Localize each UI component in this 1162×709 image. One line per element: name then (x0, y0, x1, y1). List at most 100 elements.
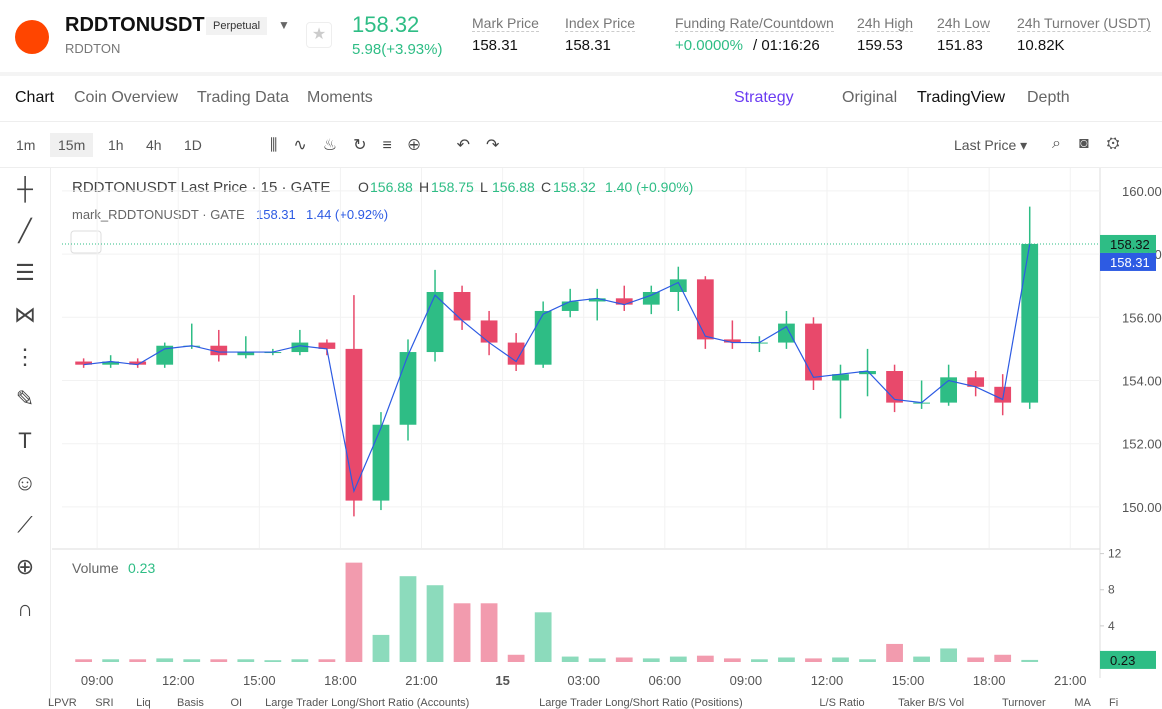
volume-bar (75, 659, 93, 662)
candle-body (886, 371, 903, 403)
x-tick-label: 12:00 (811, 673, 844, 688)
view-tab[interactable]: Depth (1027, 89, 1070, 106)
volume-bar (102, 659, 120, 662)
volume-bar (886, 643, 903, 662)
volume-bar (237, 659, 255, 662)
stat-value: 158.31 (472, 37, 518, 54)
candle-body (561, 301, 579, 311)
volume-box (1100, 650, 1156, 669)
y-tick-label: 152.00 (1122, 437, 1162, 452)
volume-bar (832, 657, 849, 662)
timeframe[interactable]: 15m (50, 133, 94, 157)
bottom-tab[interactable]: Taker B/S Vol (898, 697, 965, 709)
mark-price-box (1100, 252, 1156, 271)
candle-body (642, 291, 660, 305)
candle-body (480, 320, 498, 343)
symbol[interactable]: RDDTONUSDT (65, 14, 205, 36)
contract-badge: Perpetual (206, 17, 268, 35)
legend-key: C (541, 179, 551, 195)
volume-bar (967, 657, 985, 662)
volume-label: Volume (72, 560, 119, 576)
x-tick-label: 09:00 (81, 673, 114, 688)
candle-body (453, 291, 471, 321)
bottom-tab[interactable]: SRI (95, 697, 114, 709)
candle-body (399, 352, 417, 425)
chart-title: RDDTONUSDT Last Price · 15 · GATE (72, 179, 330, 196)
chart-tools[interactable]: ⫼∿♨↻≡⊕ ↶↷ (270, 137, 516, 154)
last-price: 158.32 (352, 12, 420, 37)
candle-body (75, 361, 93, 365)
tab[interactable]: Trading Data (197, 89, 289, 106)
bottom-tab[interactable]: Fi (1109, 697, 1119, 709)
stat-label: Index Price (565, 15, 636, 32)
candle-body (832, 374, 849, 381)
stat-label: Funding Rate/Countdown (675, 15, 834, 32)
y-tick-label: 160.00 (1122, 184, 1162, 199)
candle-body (778, 323, 795, 343)
legend-value: 156.88 (370, 179, 413, 195)
stat-extra: / 01:16:26 (753, 37, 820, 54)
volume-bar (778, 657, 795, 662)
x-tick-label: 12:00 (162, 673, 195, 688)
bottom-tab[interactable]: L/S Ratio (819, 697, 865, 709)
divider (0, 121, 1162, 122)
view-tab[interactable]: Original (842, 89, 898, 106)
tool-icons[interactable]: ⌕◙⚙ (1052, 135, 1138, 152)
stat-label: Mark Price (472, 15, 539, 32)
drawing-toolbar[interactable]: ┼ ╱ ☰ ⋈ ⋮ ✎ T ☺ ⟋ ⊕ ∩ (0, 168, 51, 705)
stat-value: 158.31 (565, 37, 611, 54)
candle-body (102, 361, 120, 365)
bottom-tab[interactable]: MA (1074, 697, 1091, 709)
mark-line-name: mark_RDDTONUSDT · GATE (72, 207, 245, 222)
x-tick-label: 15:00 (892, 673, 925, 688)
bottom-tab[interactable]: LPVR (48, 697, 77, 709)
candle-body (588, 298, 606, 302)
x-tick-label: 09:00 (730, 673, 763, 688)
legend-value: 156.88 (492, 179, 535, 195)
volume-bar (399, 576, 417, 662)
candle-body (859, 371, 876, 375)
timeframe[interactable]: 4h (146, 137, 162, 153)
bottom-tab[interactable]: Large Trader Long/Short Ratio (Accounts) (265, 697, 470, 709)
x-tick-label: 03:00 (567, 673, 600, 688)
candle-body (1021, 243, 1039, 403)
view-tab[interactable]: TradingView (917, 89, 1006, 106)
bottom-tab[interactable]: Basis (177, 697, 204, 709)
tab[interactable]: Moments (307, 89, 373, 106)
volume-bar (318, 659, 336, 662)
volume-bar (345, 562, 363, 662)
timeframe[interactable]: 1D (184, 137, 202, 153)
volume-box-label: 0.23 (1110, 653, 1135, 668)
bottom-tab[interactable]: Turnover (1002, 697, 1046, 709)
y-tick-label: 8 (1108, 583, 1115, 597)
legend-value: 158.32 (553, 179, 596, 195)
candle-body (210, 345, 228, 356)
candle-body (318, 342, 336, 349)
y-tick-label: 154.00 (1122, 373, 1162, 388)
volume-bar (805, 658, 822, 662)
stat-value: 10.82K (1017, 37, 1065, 54)
dropdown[interactable]: ▼ (278, 18, 290, 32)
price-source[interactable]: Last Price ▾ (954, 137, 1028, 153)
favorite[interactable]: ★ (306, 22, 332, 48)
x-tick-label: 18:00 (324, 673, 357, 688)
tab[interactable]: Chart (15, 89, 55, 106)
legend-key: L (480, 179, 488, 195)
volume-bar (183, 659, 201, 662)
volume-last: 0.23 (128, 560, 155, 576)
bottom-tab[interactable]: Liq (136, 697, 151, 709)
y-tick-label: 12 (1108, 547, 1122, 561)
x-tick-label: 15:00 (243, 673, 276, 688)
legend-key: O (358, 179, 369, 195)
timeframe[interactable]: 1m (16, 137, 36, 153)
timeframe[interactable]: 1h (108, 137, 124, 153)
bottom-tab[interactable]: OI (230, 697, 243, 709)
last-price-box (1100, 234, 1156, 253)
mark-price-label: 158.31 (1110, 255, 1150, 270)
volume-bar (1021, 659, 1039, 662)
collapse-button[interactable] (70, 230, 102, 254)
bottom-tab[interactable]: Large Trader Long/Short Ratio (Positions… (539, 697, 743, 709)
tab[interactable]: Coin Overview (74, 89, 179, 106)
view-tab[interactable]: Strategy (734, 89, 794, 106)
